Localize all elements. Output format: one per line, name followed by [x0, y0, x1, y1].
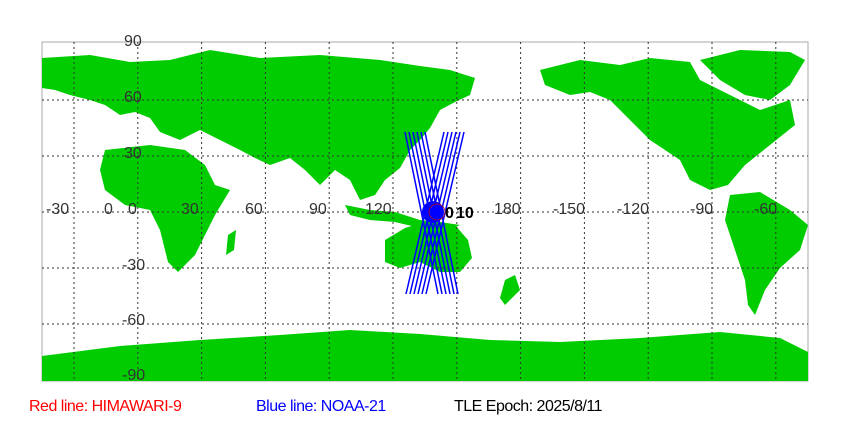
tle-epoch: TLE Epoch: 2025/8/11 [454, 398, 603, 415]
lon-label: 180 [494, 201, 521, 218]
lon-label: -90 [690, 201, 713, 218]
eurasia [42, 50, 475, 200]
lon-label: 0 [128, 201, 137, 218]
south-america [725, 192, 808, 315]
marker-label-10: 10 [456, 205, 474, 222]
lon-label: 90 [309, 201, 327, 218]
lat-label: -60 [122, 312, 145, 329]
lon-label: -120 [617, 201, 649, 218]
lat-label: 0 [104, 201, 113, 218]
greenland [700, 50, 805, 100]
lon-label: -30 [46, 201, 69, 218]
graticule [42, 42, 808, 381]
north-america [540, 58, 795, 190]
lon-label: 30 [181, 201, 199, 218]
new-zealand [500, 275, 520, 305]
satellite-marker [422, 201, 444, 223]
marker-label-0: 0 [445, 205, 454, 222]
lon-label: -150 [553, 201, 585, 218]
lon-label: 120 [365, 201, 392, 218]
axis-labels: 90 60 30 0 -30 -60 -90 -30 0 30 60 90 12… [46, 33, 777, 384]
lat-label: -30 [122, 257, 145, 274]
legend-blue-line: Blue line: NOAA-21 [256, 398, 386, 415]
himawari-marker [428, 203, 446, 221]
world-map: 0 10 90 60 30 0 -30 -60 -90 -30 0 30 60 … [41, 33, 809, 384]
lat-label: -90 [122, 367, 145, 384]
lat-label: 90 [124, 33, 142, 50]
africa [100, 145, 230, 272]
lon-label: -60 [754, 201, 777, 218]
lat-label: 30 [124, 145, 142, 162]
legend-red-line: Red line: HIMAWARI-9 [29, 398, 182, 415]
lat-label: 60 [124, 89, 142, 106]
antarctica [42, 330, 808, 381]
lon-label: 60 [245, 201, 263, 218]
madagascar [226, 230, 236, 255]
